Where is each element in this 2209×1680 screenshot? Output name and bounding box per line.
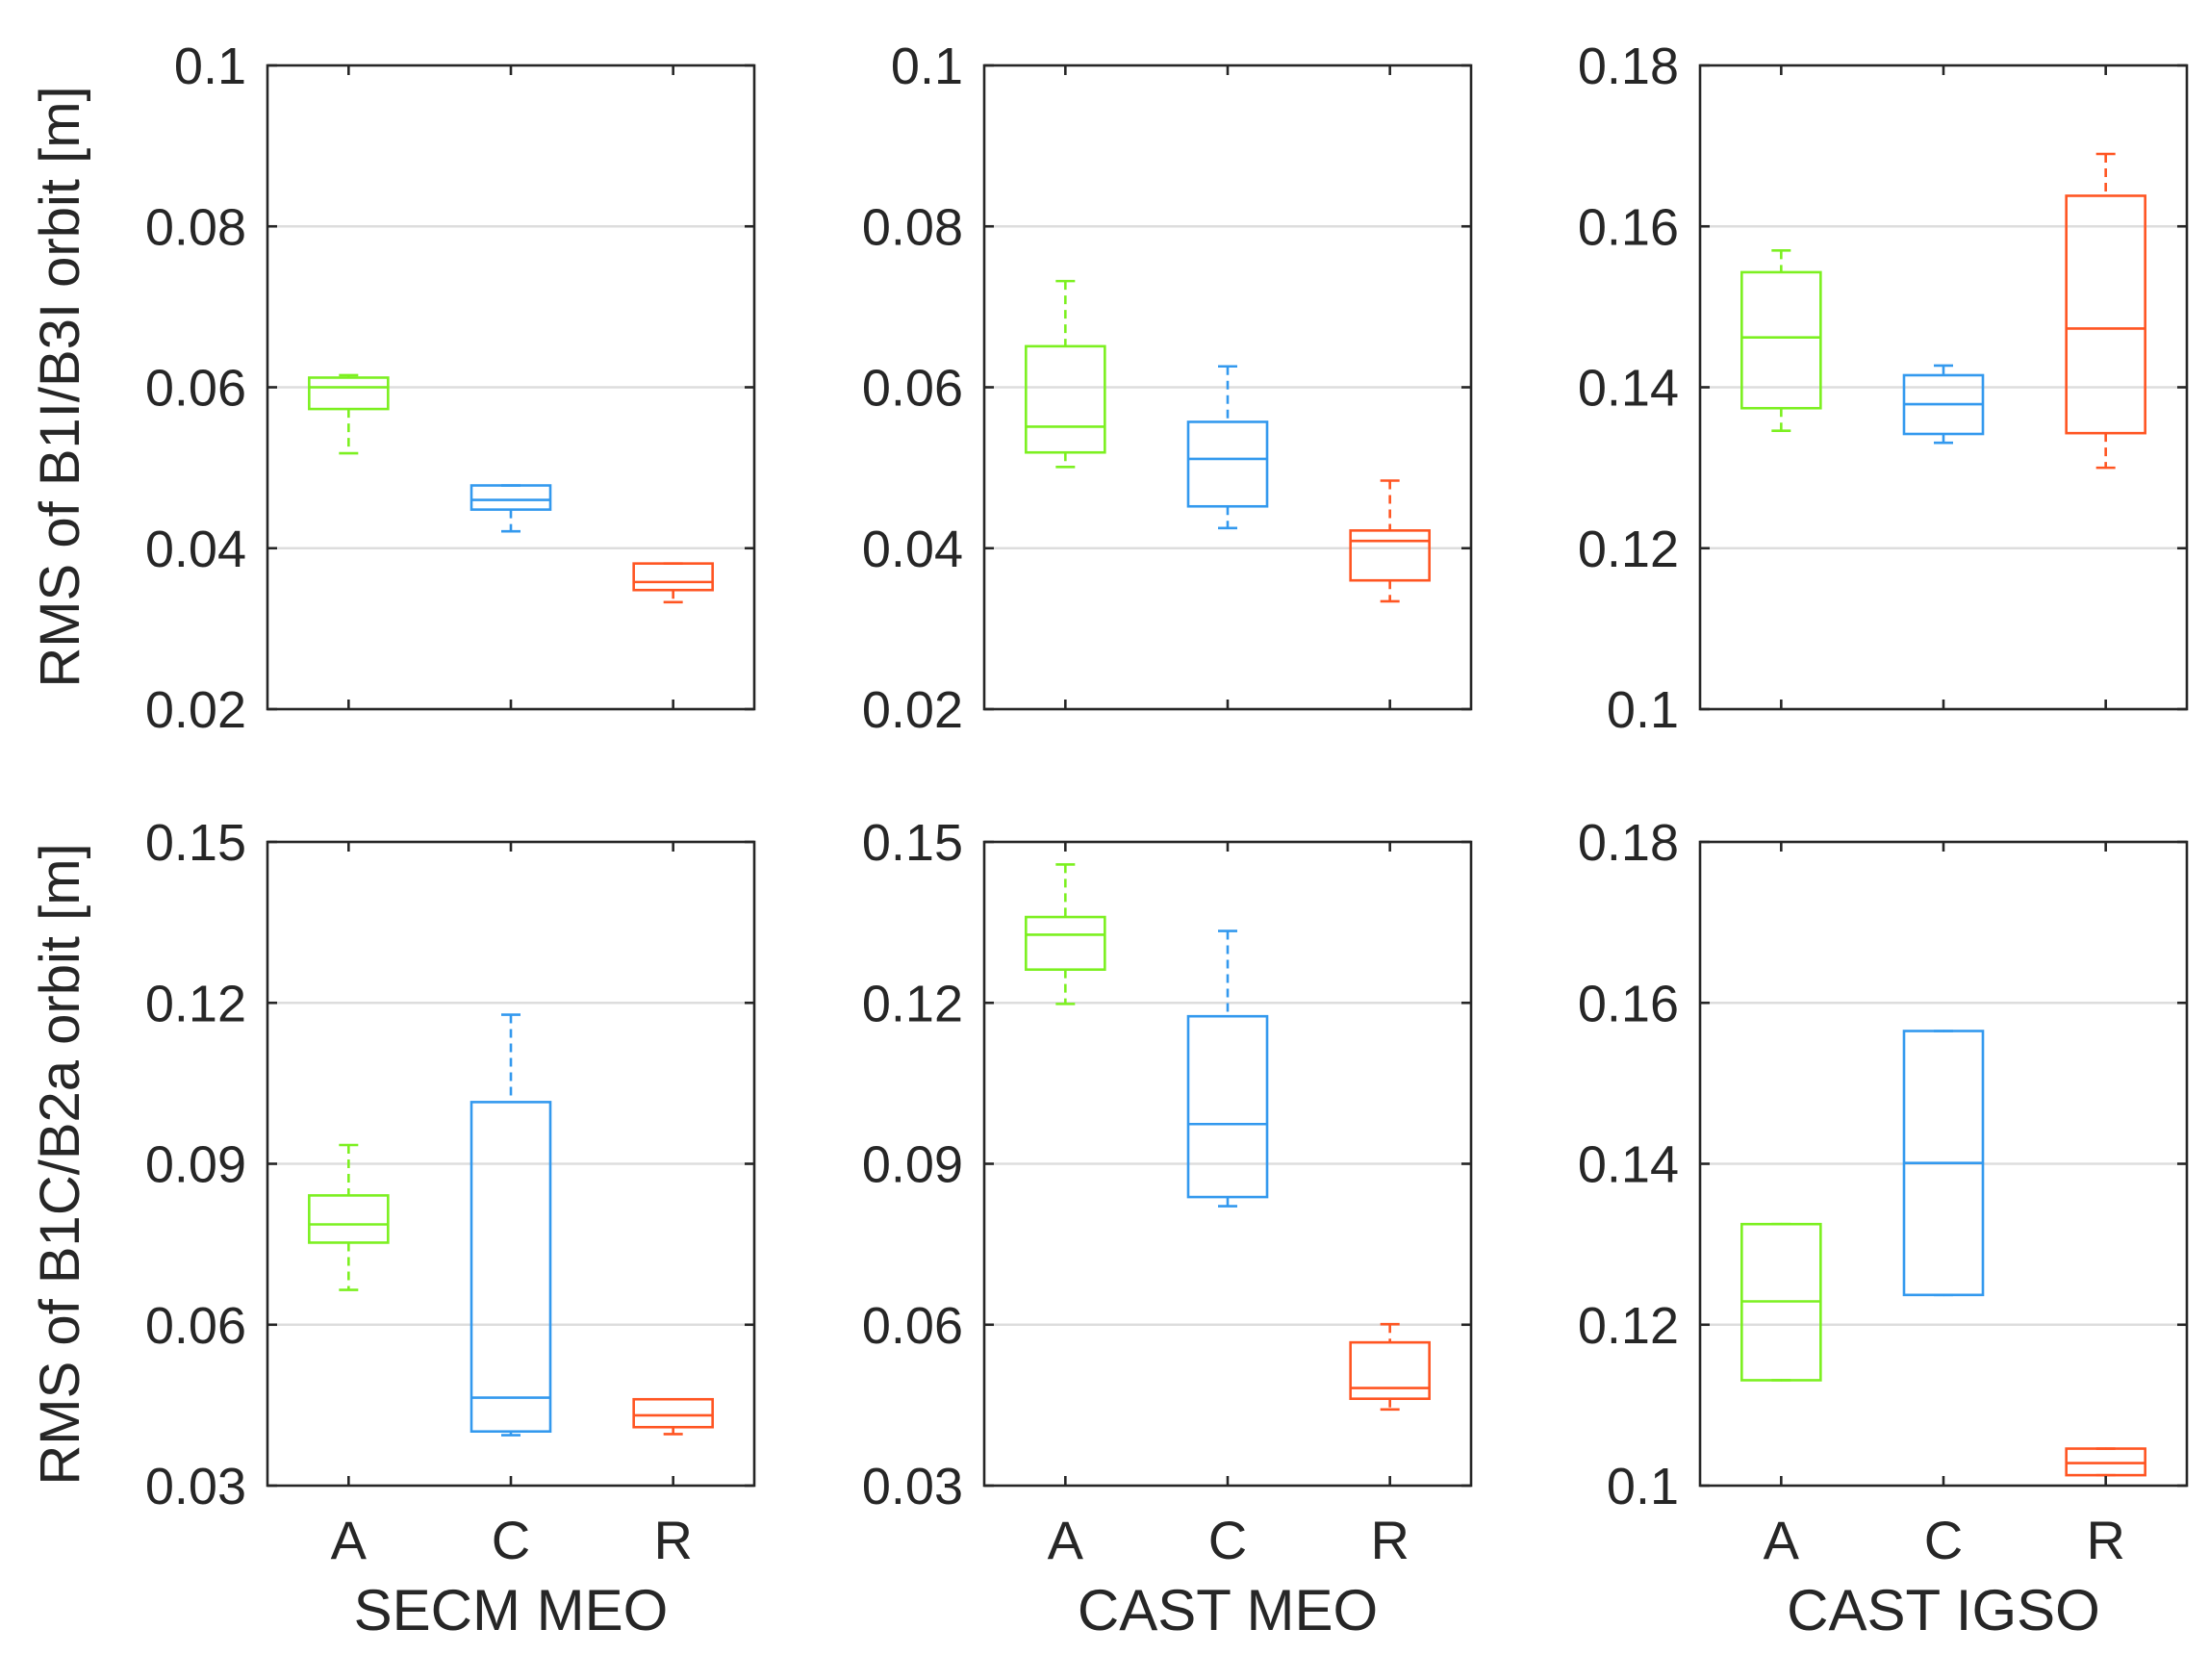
x-tick-label-R: R [1370, 1510, 1409, 1570]
y-tick-label: 0.12 [1578, 521, 1679, 578]
panel-3: 0.1 0.12 0.14 0.16 0.18 [1578, 38, 2189, 739]
box-body [1025, 344, 1106, 454]
y-tick-label: 0.1 [1607, 1458, 1679, 1515]
y-tick-label: 0.16 [1578, 198, 1679, 256]
y-tick-label: 0.12 [1578, 1297, 1679, 1355]
box-body [1186, 420, 1269, 508]
box-body [1186, 1014, 1269, 1199]
y-tick-label: 0.08 [145, 198, 246, 256]
y-tick-label: 0.15 [145, 814, 246, 872]
x-tick-label-R: R [653, 1510, 692, 1570]
y-tick-label: 0.06 [145, 1297, 246, 1355]
y-tick-label: 0.09 [862, 1136, 963, 1194]
box-body [308, 376, 390, 411]
panels: 0.020.040.060.080.10.020.040.060.080.10.… [145, 38, 2189, 1642]
x-tick-label-A: A [1048, 1510, 1084, 1570]
box-C [470, 484, 552, 533]
row-1-ylabel: RMS of B1I/B3I orbit [m] [29, 86, 91, 687]
y-tick-label: 0.18 [1578, 38, 1679, 95]
panel-2: 0.02 0.04 0.06 0.08 0.1 [862, 38, 1473, 739]
row-2-ylabel: RMS of B1C/B2a orbit [m] [29, 843, 91, 1485]
box-body [470, 1101, 552, 1433]
y-tick-label: 0.12 [145, 975, 246, 1032]
y-tick-label: 0.14 [1578, 360, 1679, 418]
y-tick-label: 0.06 [862, 1297, 963, 1355]
y-tick-label: 0.1 [1607, 681, 1679, 739]
box-C [470, 1013, 552, 1437]
x-tick-label-A: A [331, 1510, 368, 1570]
box-body [632, 1397, 714, 1429]
y-tick-label: 0.04 [145, 521, 246, 578]
box-C [1186, 929, 1269, 1208]
box-body [2065, 194, 2146, 435]
y-tick-label: 0.09 [145, 1136, 246, 1194]
y-tick-label: 0.08 [862, 198, 963, 256]
panel-4: 0.03 0.06 0.09 0.12 0.15 A C R SECM MEO [145, 814, 756, 1642]
y-tick-label: 0.03 [145, 1458, 246, 1515]
box-body [1349, 529, 1431, 582]
box-A [308, 373, 390, 455]
y-tick-label: 0.03 [862, 1458, 963, 1515]
box-body [1025, 915, 1106, 971]
box-A [1025, 863, 1106, 1005]
box-R [632, 562, 714, 604]
box-R [1349, 1322, 1431, 1412]
panel-5: 0.03 0.06 0.09 0.12 0.15 A C R CAST MEO [862, 814, 1473, 1642]
box-R [2065, 1447, 2146, 1477]
panel-6: 0.1 0.12 0.14 0.16 0.18 A C R CAST IGSO [1578, 814, 2189, 1642]
x-tick-label-C: C [492, 1510, 530, 1570]
x-axis-title: CAST MEO [1078, 1578, 1378, 1642]
x-tick-label-R: R [2086, 1510, 2124, 1570]
y-tick-label: 0.04 [862, 521, 963, 578]
panel-1: 0.02 0.04 0.06 0.08 0.1 [145, 38, 756, 739]
y-tick-label: 0.15 [862, 814, 963, 872]
x-tick-label-A: A [1764, 1510, 1800, 1570]
box-A [308, 1143, 390, 1291]
x-axis-title: CAST IGSO [1787, 1578, 2100, 1642]
box-R [1349, 479, 1431, 603]
box-body [1349, 1340, 1431, 1400]
y-tick-label: 0.18 [1578, 814, 1679, 872]
box-A [1740, 249, 1822, 432]
y-tick-label: 0.16 [1578, 975, 1679, 1032]
box-C [1186, 365, 1269, 530]
y-tick-label: 0.02 [862, 681, 963, 739]
y-tick-label: 0.06 [145, 360, 246, 418]
y-tick-label: 0.14 [1578, 1136, 1679, 1194]
y-tick-label: 0.06 [862, 360, 963, 418]
x-tick-label-C: C [1208, 1510, 1247, 1570]
box-R [632, 1397, 714, 1436]
y-tick-label: 0.1 [891, 38, 963, 95]
box-A [1740, 1222, 1822, 1382]
box-body [470, 484, 552, 511]
y-tick-label: 0.02 [145, 681, 246, 739]
y-tick-label: 0.1 [174, 38, 246, 95]
x-tick-label-C: C [1924, 1510, 1963, 1570]
box-C [1902, 1030, 1985, 1297]
y-tick-label: 0.12 [862, 975, 963, 1032]
box-body [632, 562, 714, 592]
box-body [308, 1194, 390, 1244]
box-body [1740, 270, 1822, 410]
x-axis-title: SECM MEO [354, 1578, 669, 1642]
box-A [1025, 279, 1106, 469]
box-R [2065, 152, 2146, 470]
box-C [1902, 364, 1985, 445]
